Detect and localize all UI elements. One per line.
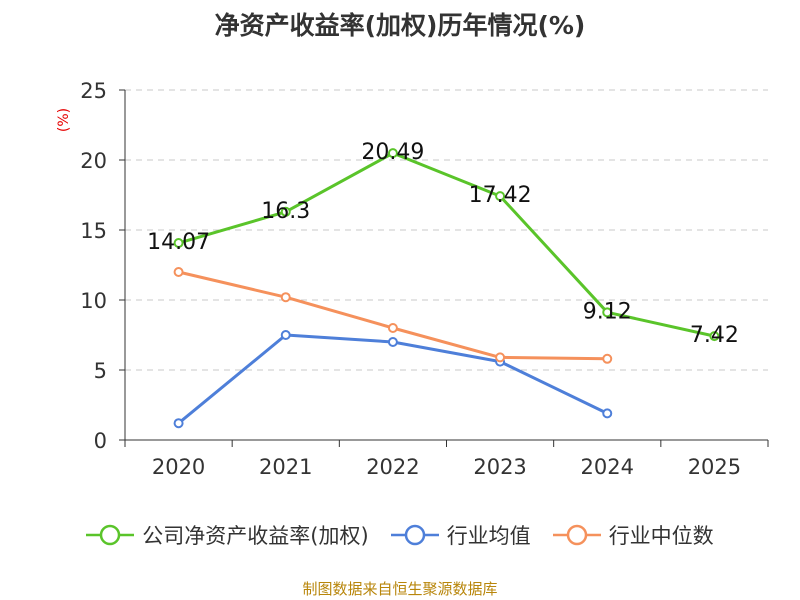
data-point (602, 408, 613, 419)
data-point (173, 418, 184, 429)
data-label: 14.07 (147, 230, 210, 255)
legend-item-industry-mean[interactable]: 行业均值 (390, 520, 531, 550)
data-label: 16.3 (261, 199, 310, 224)
legend-swatch-company-roe-icon (86, 524, 135, 546)
legend-swatch-industry-mean-icon (390, 524, 439, 546)
source-note: 制图数据来自恒生聚源数据库 (302, 580, 498, 598)
x-tick-label: 2020 (152, 455, 205, 479)
data-point (495, 191, 506, 202)
legend-item-company-roe[interactable]: 公司净资产收益率(加权) (86, 520, 369, 550)
data-point (495, 352, 506, 363)
legend-label-industry-mean: 行业均值 (446, 524, 531, 548)
data-point (387, 323, 398, 333)
data-point (173, 267, 184, 277)
x-tick-label: 2023 (473, 455, 526, 479)
data-point (173, 238, 184, 249)
legend-label-company-roe: 公司净资产收益率(加权) (142, 524, 369, 548)
data-label: 7.42 (690, 323, 739, 348)
y-tick-label: 5 (94, 359, 107, 383)
x-tick-label: 2022 (366, 455, 419, 479)
x-tick-label: 2021 (259, 455, 312, 479)
data-label: 9.12 (583, 299, 632, 324)
y-tick-label: 10 (80, 289, 107, 313)
x-tick-label: 2025 (688, 455, 741, 479)
data-point (387, 148, 398, 159)
data-label: 20.49 (361, 140, 424, 165)
data-point (387, 337, 398, 347)
data-point (602, 353, 613, 364)
data-point (602, 307, 613, 318)
x-tick-label: 2024 (581, 455, 634, 479)
data-point (709, 331, 720, 342)
data-point (280, 292, 291, 303)
legend-label-industry-median: 行业中位数 (608, 524, 714, 548)
y-tick-label: 20 (80, 149, 107, 173)
series-line-0 (178, 151, 715, 338)
data-point (280, 206, 291, 217)
legend-swatch-industry-median-icon (552, 524, 601, 546)
data-point (280, 330, 291, 340)
y-tick-label: 0 (94, 429, 107, 453)
legend: 公司净资产收益率(加权) 行业均值 行业中位数 (0, 520, 800, 550)
y-tick-label: 25 (80, 79, 107, 103)
y-tick-label: 15 (80, 219, 107, 243)
legend-item-industry-median[interactable]: 行业中位数 (552, 520, 714, 550)
chart-title: 净资产收益率(加权)历年情况(%) (214, 11, 586, 40)
data-label: 17.42 (469, 183, 532, 208)
series-line-1 (177, 333, 608, 425)
